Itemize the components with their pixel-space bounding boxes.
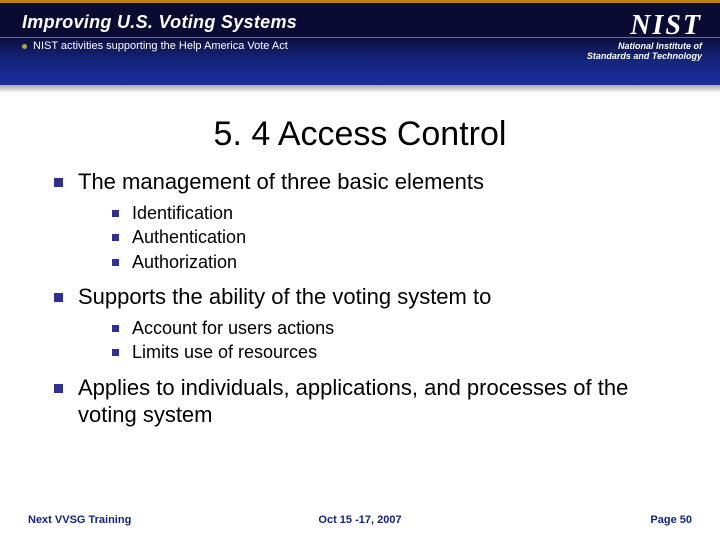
banner-subtitle-text: NIST activities supporting the Help Amer… bbox=[33, 40, 288, 52]
nist-logo: NIST National Institute of Standards and… bbox=[587, 10, 702, 62]
list-item: Applies to individuals, applications, an… bbox=[48, 374, 690, 429]
bullet-list-level1: The management of three basic elements I… bbox=[48, 168, 690, 429]
list-item-text: Limits use of resources bbox=[132, 342, 317, 362]
nist-logo-text: NIST bbox=[587, 10, 702, 42]
banner-shadow bbox=[0, 85, 720, 93]
bullet-list-level2: Account for users actions Limits use of … bbox=[108, 317, 690, 364]
slide-title: 5. 4 Access Control bbox=[0, 115, 720, 154]
banner-stripe bbox=[0, 0, 720, 3]
list-item-text: Authentication bbox=[132, 227, 246, 247]
bullet-dot-icon bbox=[22, 44, 27, 49]
footer-right: Page 50 bbox=[650, 514, 692, 526]
list-item-text: Applies to individuals, applications, an… bbox=[78, 375, 628, 428]
banner-title: Improving U.S. Voting Systems bbox=[22, 12, 297, 33]
bullet-list-level2: Identification Authentication Authorizat… bbox=[108, 202, 690, 274]
list-item: Identification bbox=[108, 202, 690, 225]
list-item: Authorization bbox=[108, 251, 690, 274]
list-item: Supports the ability of the voting syste… bbox=[48, 283, 690, 364]
content-area: The management of three basic elements I… bbox=[0, 168, 720, 429]
footer-center: Oct 15 -17, 2007 bbox=[0, 514, 720, 526]
list-item-text: Identification bbox=[132, 203, 233, 223]
header-banner: Improving U.S. Voting Systems NIST activ… bbox=[0, 0, 720, 85]
list-item: Authentication bbox=[108, 226, 690, 249]
banner-subtitle: NIST activities supporting the Help Amer… bbox=[22, 40, 288, 52]
nist-logo-sub2: Standards and Technology bbox=[587, 52, 702, 62]
list-item: The management of three basic elements I… bbox=[48, 168, 690, 273]
slide: Improving U.S. Voting Systems NIST activ… bbox=[0, 0, 720, 540]
list-item: Limits use of resources bbox=[108, 341, 690, 364]
list-item-text: Authorization bbox=[132, 252, 237, 272]
list-item-text: Supports the ability of the voting syste… bbox=[78, 284, 491, 309]
list-item: Account for users actions bbox=[108, 317, 690, 340]
list-item-text: The management of three basic elements bbox=[78, 169, 484, 194]
list-item-text: Account for users actions bbox=[132, 318, 334, 338]
